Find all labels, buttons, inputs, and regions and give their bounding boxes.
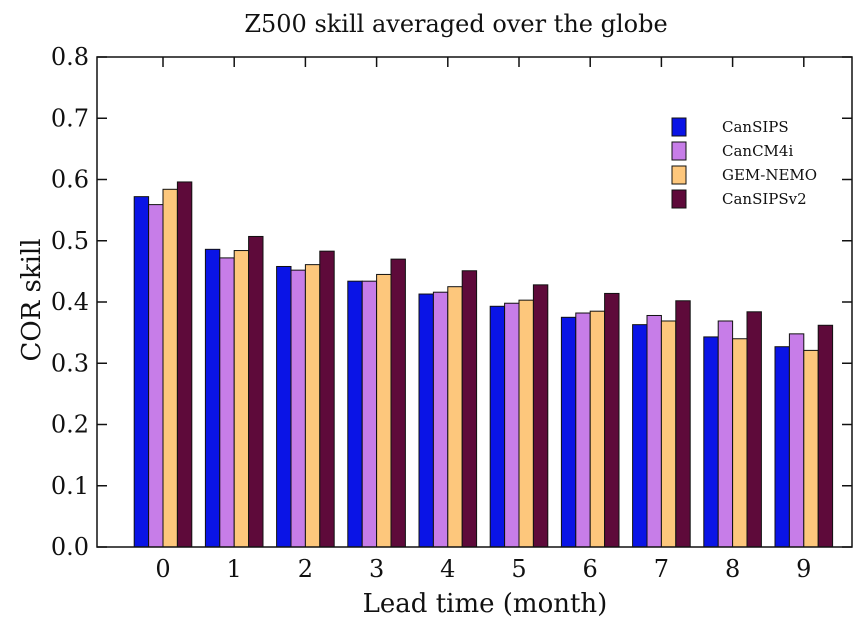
x-tick-label: 7 <box>654 555 669 583</box>
bar-cansips-9 <box>775 347 789 547</box>
legend-swatch <box>672 190 686 208</box>
bar-gem-nemo-8 <box>733 339 747 547</box>
y-tick-label: 0.0 <box>51 533 89 561</box>
x-axis-title: Lead time (month) <box>363 589 608 619</box>
bar-cancm4i-0 <box>149 205 163 547</box>
bar-cancm4i-1 <box>220 258 234 547</box>
legend-label: CanSIPS <box>722 118 789 136</box>
bar-gem-nemo-6 <box>590 311 604 547</box>
bar-cancm4i-7 <box>647 315 661 547</box>
bar-cansips-6 <box>561 317 575 547</box>
bar-gem-nemo-4 <box>448 287 462 547</box>
bar-cancm4i-6 <box>576 313 590 547</box>
bar-cansips-3 <box>348 281 362 547</box>
x-tick-label: 8 <box>725 555 740 583</box>
y-tick-label: 0.3 <box>51 349 89 377</box>
bar-cansipsv2-4 <box>462 271 476 547</box>
bar-cansips-5 <box>490 306 504 547</box>
bar-cansipsv2-7 <box>676 301 690 547</box>
chart-title: Z500 skill averaged over the globe <box>244 10 667 38</box>
x-tick-label: 5 <box>511 555 526 583</box>
legend-swatch <box>672 166 686 184</box>
x-tick-label: 3 <box>369 555 384 583</box>
bar-cancm4i-2 <box>291 270 305 547</box>
bar-cansips-1 <box>205 249 219 547</box>
bar-cansipsv2-3 <box>391 259 405 547</box>
bar-cansips-7 <box>633 325 647 547</box>
x-tick-label: 2 <box>298 555 313 583</box>
bar-cansipsv2-6 <box>605 293 619 547</box>
bar-cancm4i-9 <box>789 334 803 547</box>
bar-gem-nemo-1 <box>234 251 248 547</box>
y-tick-label: 0.6 <box>51 166 89 194</box>
bar-cansipsv2-1 <box>249 236 263 547</box>
y-tick-label: 0.5 <box>51 227 89 255</box>
x-tick-label: 9 <box>796 555 811 583</box>
bar-gem-nemo-5 <box>519 300 533 547</box>
bar-gem-nemo-3 <box>377 274 391 547</box>
bar-cansipsv2-9 <box>818 325 832 547</box>
bar-gem-nemo-0 <box>163 189 177 547</box>
legend-swatch <box>672 142 686 160</box>
bar-cansips-2 <box>277 266 291 547</box>
bar-gem-nemo-9 <box>804 350 818 547</box>
legend-label: CanCM4i <box>722 142 793 160</box>
legend-swatch <box>672 118 686 136</box>
y-tick-label: 0.2 <box>51 411 89 439</box>
bar-cansips-4 <box>419 294 433 547</box>
bar-cansipsv2-2 <box>320 251 334 547</box>
legend-label: CanSIPSv2 <box>722 190 807 208</box>
x-tick-label: 6 <box>583 555 598 583</box>
y-tick-label: 0.1 <box>51 472 89 500</box>
y-tick-label: 0.4 <box>51 288 89 316</box>
y-tick-label: 0.7 <box>51 104 89 132</box>
legend-label: GEM-NEMO <box>722 166 817 184</box>
bar-cancm4i-8 <box>718 321 732 547</box>
bar-cancm4i-4 <box>433 292 447 547</box>
bar-gem-nemo-2 <box>305 265 319 547</box>
bar-gem-nemo-7 <box>661 321 675 547</box>
bar-cansips-0 <box>134 197 148 547</box>
x-tick-label: 4 <box>440 555 455 583</box>
bar-cansips-8 <box>704 337 718 547</box>
y-axis-title: COR skill <box>17 238 47 361</box>
bar-cancm4i-5 <box>505 303 519 547</box>
x-tick-label: 0 <box>155 555 170 583</box>
bar-cansipsv2-8 <box>747 312 761 547</box>
legend: CanSIPS CanCM4i GEM-NEMO CanSIPSv2 <box>672 118 817 208</box>
bar-cansipsv2-5 <box>533 285 547 547</box>
bars <box>134 182 832 547</box>
x-tick-label: 1 <box>227 555 242 583</box>
bar-cancm4i-3 <box>362 281 376 547</box>
bar-cansipsv2-0 <box>177 182 191 547</box>
y-tick-label: 0.8 <box>51 43 89 71</box>
